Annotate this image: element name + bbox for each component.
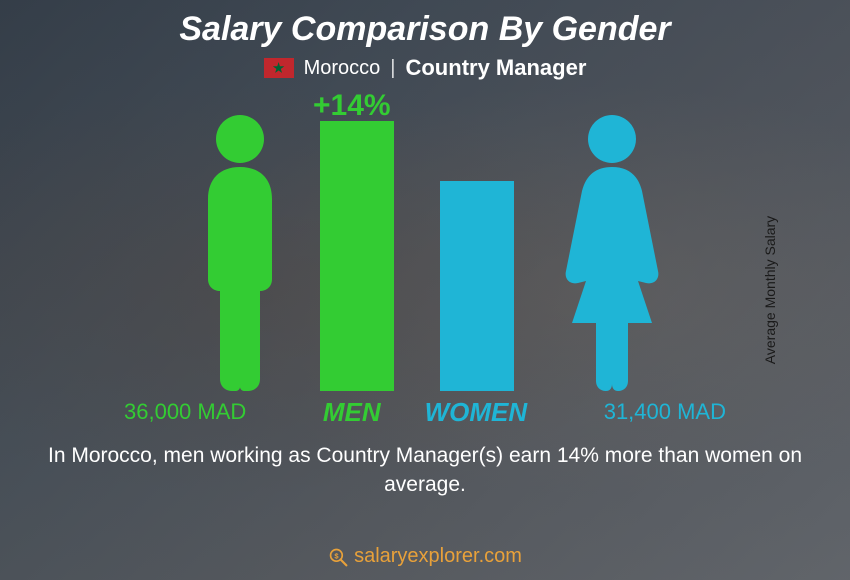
women-salary-bar [440, 181, 514, 391]
y-axis-label: Average Monthly Salary [762, 216, 778, 364]
men-salary-value: 36,000 MAD [124, 399, 246, 425]
morocco-flag-icon: ★ [264, 58, 294, 78]
men-label: MEN [323, 397, 381, 428]
women-label: WOMEN [425, 397, 528, 428]
role-label: Country Manager [405, 55, 586, 81]
female-figure-icon [552, 111, 672, 391]
subtitle-row: ★ Morocco | Country Manager [264, 55, 587, 81]
content-container: Salary Comparison By Gender ★ Morocco | … [0, 0, 850, 580]
footer-site-link[interactable]: salaryexplorer.com [354, 545, 522, 568]
country-label: Morocco [304, 57, 381, 80]
chart-area: +14% 36,000 MAD MEN WOMEN 31,400 MAD [0, 89, 850, 429]
svg-text:$: $ [334, 551, 339, 560]
men-salary-bar [320, 121, 394, 391]
page-title: Salary Comparison By Gender [179, 10, 670, 49]
flag-star-icon: ★ [273, 62, 285, 75]
subtitle-separator: | [390, 57, 395, 80]
women-salary-value: 31,400 MAD [604, 399, 726, 425]
footer: $ salaryexplorer.com [328, 545, 522, 568]
percent-difference-label: +14% [313, 89, 391, 123]
chart-labels-row: 36,000 MAD MEN WOMEN 31,400 MAD [0, 395, 850, 429]
male-figure-icon [180, 111, 300, 391]
summary-text: In Morocco, men working as Country Manag… [35, 441, 815, 500]
magnifier-dollar-icon: $ [328, 547, 348, 567]
